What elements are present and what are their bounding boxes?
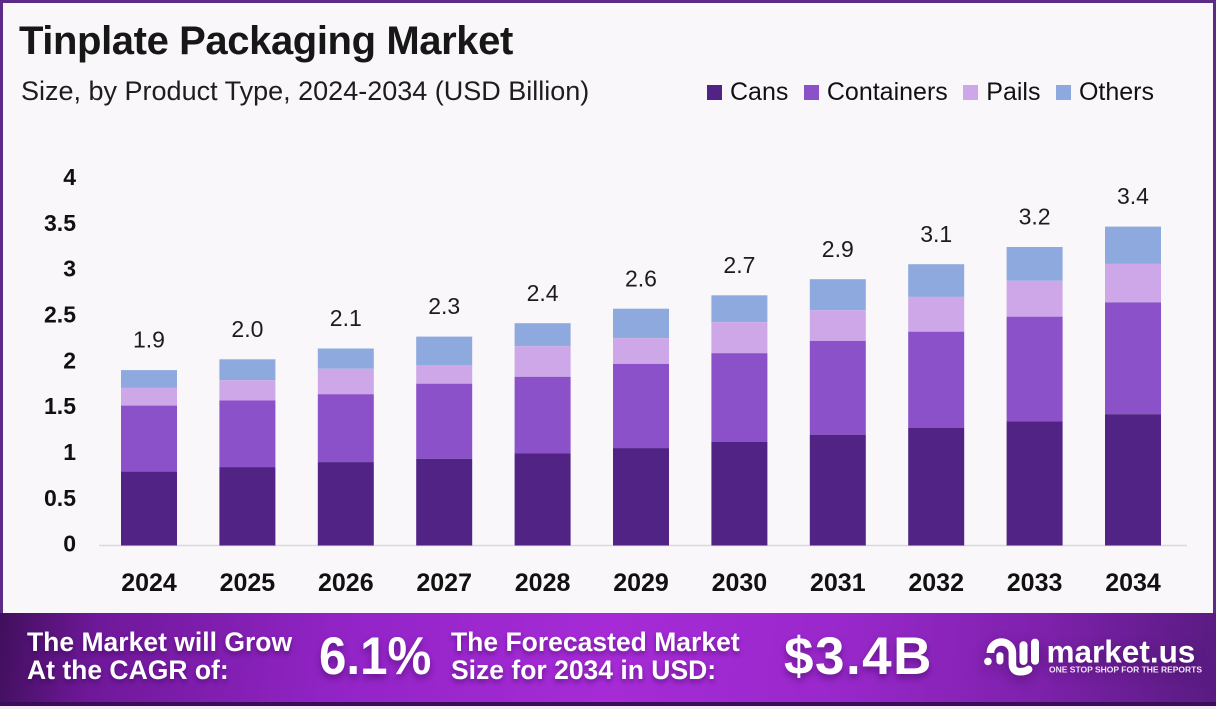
svg-text:2025: 2025 [220, 569, 276, 597]
svg-text:2.7: 2.7 [723, 252, 755, 278]
svg-text:2.5: 2.5 [44, 302, 76, 328]
svg-text:1.5: 1.5 [44, 393, 76, 419]
svg-text:2027: 2027 [416, 569, 472, 597]
svg-text:2.4: 2.4 [527, 280, 559, 306]
svg-text:2.3: 2.3 [428, 293, 460, 319]
svg-text:3.2: 3.2 [1019, 204, 1051, 230]
svg-text:2033: 2033 [1007, 569, 1063, 597]
svg-text:4: 4 [63, 164, 76, 190]
svg-text:3.1: 3.1 [920, 221, 952, 247]
svg-text:2026: 2026 [318, 569, 374, 597]
svg-text:2: 2 [63, 347, 76, 373]
svg-text:2031: 2031 [810, 569, 866, 597]
svg-text:2.0: 2.0 [231, 316, 263, 342]
svg-text:1: 1 [63, 439, 76, 465]
svg-text:0.5: 0.5 [44, 485, 76, 511]
svg-text:2028: 2028 [515, 569, 571, 597]
svg-text:2032: 2032 [908, 569, 964, 597]
svg-text:2034: 2034 [1105, 569, 1161, 597]
svg-text:2029: 2029 [613, 569, 669, 597]
svg-text:2.6: 2.6 [625, 265, 657, 291]
svg-text:3: 3 [63, 256, 76, 282]
svg-text:2024: 2024 [121, 569, 177, 597]
svg-text:0: 0 [63, 531, 76, 557]
svg-text:2.1: 2.1 [330, 305, 362, 331]
svg-text:2030: 2030 [712, 569, 768, 597]
svg-text:2.9: 2.9 [822, 236, 854, 262]
svg-text:market.us: market.us [1047, 634, 1196, 670]
svg-text:ONE STOP SHOP FOR THE REPORTS: ONE STOP SHOP FOR THE REPORTS [1049, 665, 1202, 675]
svg-text:3.4: 3.4 [1117, 183, 1149, 209]
svg-text:1.9: 1.9 [133, 327, 165, 353]
svg-text:3.5: 3.5 [44, 210, 76, 236]
